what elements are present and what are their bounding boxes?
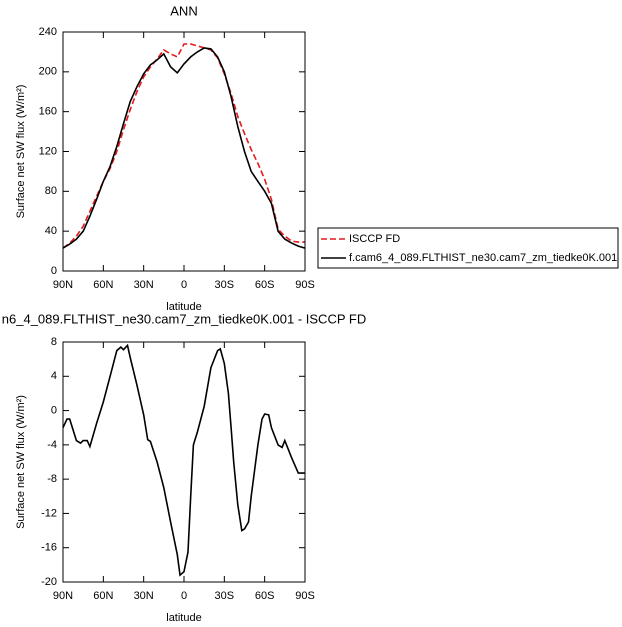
y-tick-label: -12 (41, 507, 57, 519)
plot-frame (62, 341, 306, 583)
y-axis-label: Surface net SW flux (W/m²) (15, 85, 27, 219)
y-tick-label: 80 (45, 185, 57, 197)
y-tick-label: -16 (41, 542, 57, 554)
data-line (62, 343, 305, 577)
y-tick-label: 40 (45, 225, 57, 237)
y-tick-label: -4 (47, 439, 57, 451)
x-tick-label: 30N (134, 590, 154, 602)
x-tick-label: 30S (215, 590, 235, 602)
x-tick-label: 60S (255, 590, 275, 602)
legend-label: ISCCP FD (349, 233, 400, 245)
x-tick-label: 0 (181, 590, 187, 602)
y-tick-label: 160 (39, 106, 57, 118)
x-tick-label: 90N (53, 279, 73, 291)
chart-title: n6_4_089.FLTHIST_ne30.cam7_zm_tiedke0K.0… (2, 311, 366, 326)
y-tick-label: -20 (41, 576, 57, 588)
x-tick-label: 60N (93, 279, 113, 291)
x-tick-label: 90N (53, 590, 73, 602)
x-tick-label: 90S (295, 590, 315, 602)
legend-box (317, 227, 619, 269)
x-tick-label: 60N (93, 590, 113, 602)
x-tick-label: 30N (134, 279, 154, 291)
plot-frame (62, 31, 306, 272)
y-axis-label: Surface net SW flux (W/m²) (15, 395, 27, 529)
y-tick-label: 120 (39, 145, 57, 157)
x-tick-label: 90S (295, 279, 315, 291)
legend-label: f.cam6_4_089.FLTHIST_ne30.cam7_zm_tiedke… (349, 252, 617, 264)
y-tick-label: 0 (51, 265, 57, 277)
y-tick-label: -8 (47, 473, 57, 485)
data-line (62, 47, 306, 249)
x-axis-label: latitude (166, 612, 201, 624)
x-axis-label: latitude (166, 301, 201, 313)
y-tick-label: 200 (39, 66, 57, 78)
y-tick-label: 240 (39, 26, 57, 38)
y-tick-label: 8 (51, 336, 57, 348)
x-tick-label: 60S (255, 279, 275, 291)
x-tick-label: 0 (181, 279, 187, 291)
y-tick-label: 0 (51, 404, 57, 416)
x-tick-label: 30S (215, 279, 235, 291)
y-tick-label: 4 (51, 370, 57, 382)
chart-title: ANN (170, 3, 197, 18)
data-line (62, 43, 305, 249)
